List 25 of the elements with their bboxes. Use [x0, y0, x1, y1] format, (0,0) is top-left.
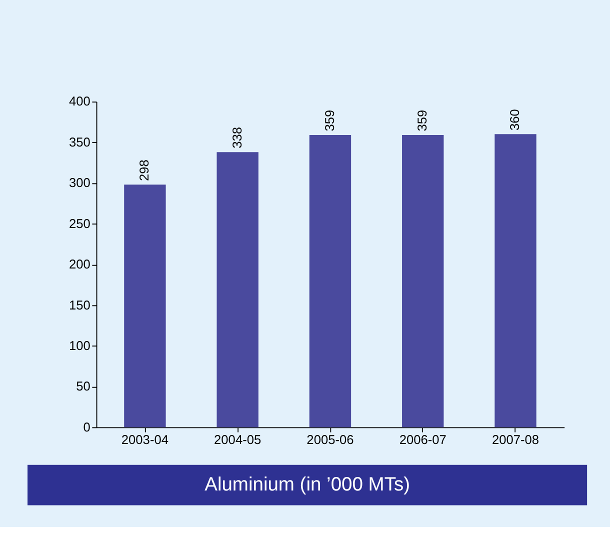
bar — [124, 184, 166, 428]
y-tick-label: 400 — [68, 94, 90, 109]
bar — [402, 134, 444, 428]
text: Aluminium (in ’000 MTs) — [204, 474, 410, 496]
y-tick-label: 50 — [76, 378, 90, 394]
y-tick-label: 150 — [68, 297, 90, 312]
y-tick-label: 0 — [83, 419, 90, 434]
x-tick-label: 2006-07 — [399, 432, 446, 448]
bar — [216, 152, 258, 428]
y-tick-label: 200 — [68, 256, 90, 272]
x-tick-label: 2003-04 — [121, 432, 168, 448]
x-tick-label: 2007-08 — [492, 432, 540, 448]
x-tick-label: 2005-06 — [306, 432, 354, 448]
data-label: 359 — [322, 110, 337, 132]
y-tick-label: 300 — [68, 175, 90, 190]
y-tick-label: 350 — [68, 134, 90, 150]
bar — [494, 134, 536, 428]
y-tick-label: 100 — [68, 338, 90, 353]
data-label: 298 — [136, 160, 152, 181]
data-label: 360 — [507, 109, 522, 130]
bar — [309, 134, 352, 428]
y-tick-label: 250 — [68, 216, 90, 231]
x-tick-label: 2004-05 — [214, 432, 262, 448]
data-label: 359 — [414, 110, 430, 132]
data-label: 338 — [229, 126, 244, 148]
